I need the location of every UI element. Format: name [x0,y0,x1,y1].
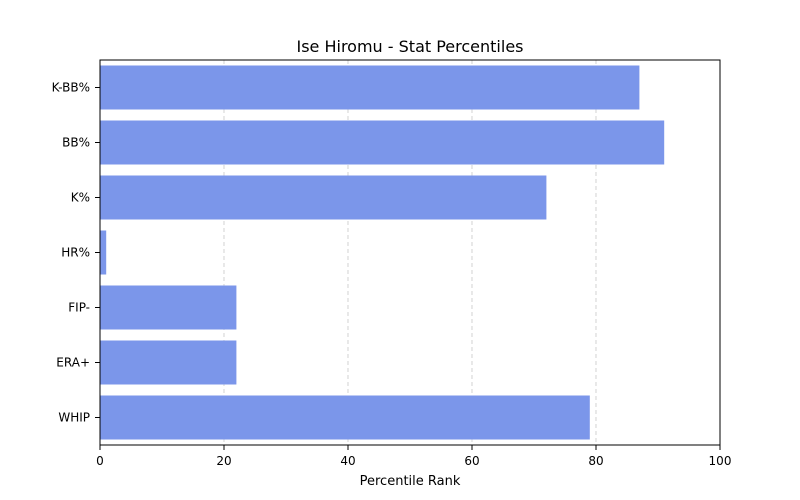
x-tick-label: 40 [340,454,355,468]
bar-era- [100,340,237,385]
bars [100,65,665,440]
x-tick-label: 0 [96,454,104,468]
y-tick-label: ERA+ [56,356,90,370]
y-tick-label: K-BB% [52,81,90,95]
bar-whip [100,395,590,440]
x-tick-label: 100 [709,454,732,468]
y-tick-label: BB% [62,136,90,150]
bar-fip- [100,285,237,330]
grid-lines [99,60,721,445]
bar-k-bb- [100,65,640,110]
x-tick-label: 20 [216,454,231,468]
chart-title: Ise Hiromu - Stat Percentiles [296,37,523,56]
y-tick-label: FIP- [68,301,90,315]
x-axis-label: Percentile Rank [360,474,461,489]
bar-k- [100,175,547,220]
y-tick-label: HR% [61,246,90,260]
x-tick-label: 80 [588,454,603,468]
bar-bb- [100,120,665,165]
y-tick-label: WHIP [58,411,90,425]
plot-frame [99,59,721,446]
bar-hr- [100,230,107,275]
x-axis: 0 20 40 60 80 100 [96,445,731,468]
x-tick-label: 60 [464,454,479,468]
y-axis: K-BB% BB% K% HR% FIP- ERA+ WHIP [52,81,100,425]
y-tick-label: K% [71,191,90,205]
